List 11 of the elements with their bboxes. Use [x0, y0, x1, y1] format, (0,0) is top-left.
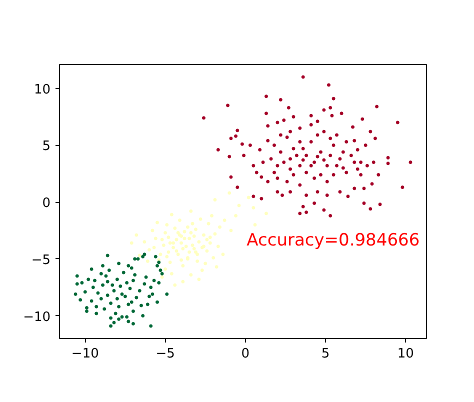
x-tick-label: −10 [71, 346, 99, 362]
y-tick-label: 0 [42, 196, 51, 212]
x-tick-label: −5 [156, 346, 175, 362]
annotation: Accuracy=0.984666 [246, 230, 420, 251]
x-tick-label: 0 [241, 346, 250, 362]
x-tick-label: 5 [321, 346, 330, 362]
y-tick-label: −5 [31, 252, 51, 268]
y-tick-label: −10 [23, 310, 51, 325]
y-tick-label: 10 [34, 82, 51, 98]
x-tick-label: 10 [397, 346, 414, 362]
y-tick-label: 5 [42, 139, 51, 154]
